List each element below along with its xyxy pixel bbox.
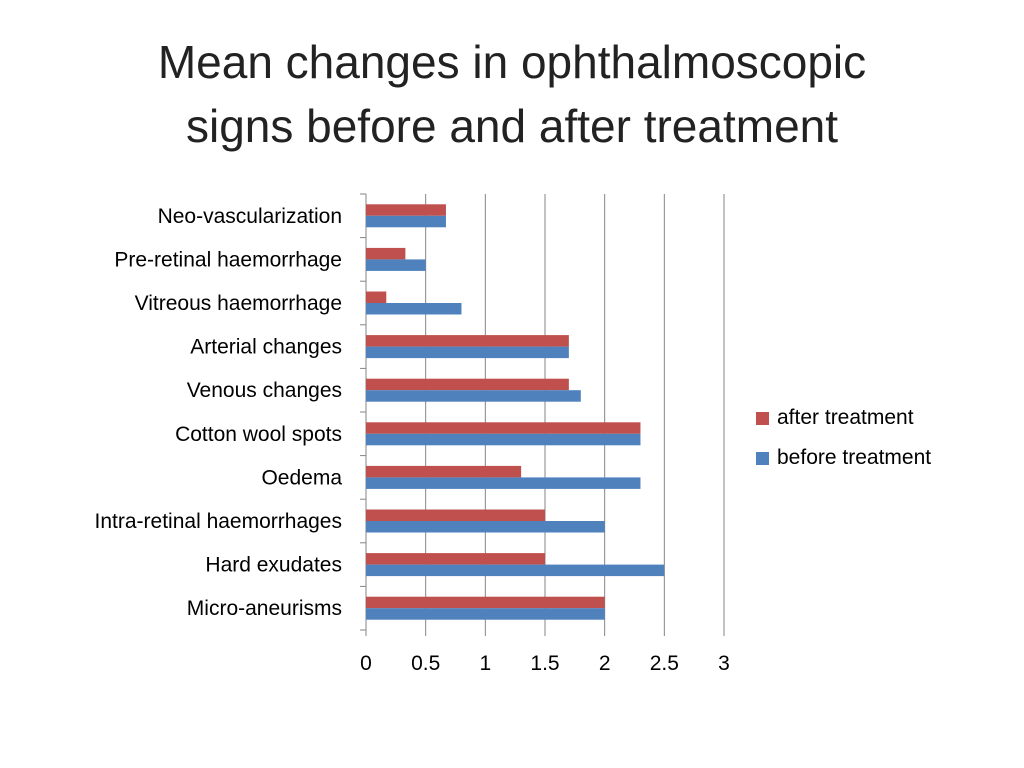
bar-before (366, 608, 605, 620)
bar-after (366, 553, 545, 565)
x-tick-label: 2 (599, 652, 611, 675)
category-label: Hard exudates (205, 554, 342, 577)
category-label: Cotton wool spots (175, 423, 342, 446)
x-tick-label: 3 (718, 652, 730, 675)
slide-title: Mean changes in ophthalmoscopic signs be… (0, 30, 1024, 158)
legend-item-before: before treatment (756, 438, 931, 478)
bar-after (366, 378, 569, 391)
x-tick-label: 1.5 (530, 652, 559, 675)
bar-before (366, 564, 665, 577)
bar-before (366, 259, 426, 271)
bar-after (366, 596, 605, 609)
chart-legend: after treatment before treatment (756, 398, 931, 478)
category-label: Vitreous haemorrhage (135, 292, 342, 315)
legend-label-after: after treatment (777, 406, 914, 429)
x-tick-label: 0.5 (411, 652, 440, 675)
bar-before (366, 477, 641, 489)
category-label: Intra-retinal haemorrhages (95, 510, 342, 533)
category-label: Micro-aneurisms (187, 597, 342, 620)
category-label: Venous changes (187, 379, 342, 402)
legend-label-before: before treatment (777, 446, 932, 469)
legend-swatch-before (756, 451, 769, 465)
category-label: Pre-retinal haemorrhage (114, 248, 342, 271)
title-line-2: signs before and after treatment (185, 100, 839, 152)
bar-after (366, 465, 522, 478)
bar-before (366, 433, 641, 446)
category-label: Neo-vascularization (158, 205, 342, 228)
bar-before (366, 390, 581, 402)
category-label: Oedema (261, 466, 342, 489)
bar-after (366, 204, 446, 216)
bar-after (366, 422, 641, 434)
bar-before (366, 215, 446, 228)
bar-after (366, 509, 545, 521)
x-tick-label: 2.5 (650, 652, 679, 675)
legend-item-after: after treatment (756, 398, 931, 438)
bar-before (366, 521, 605, 533)
legend-swatch-after (756, 411, 769, 425)
category-label: Arterial changes (190, 336, 342, 359)
x-tick-label: 1 (479, 652, 491, 675)
bar-before (366, 303, 462, 315)
bar-after (366, 247, 406, 260)
x-tick-label: 0 (360, 652, 372, 675)
bar-after (366, 335, 569, 347)
bar-after (366, 291, 387, 303)
bar-before (366, 346, 569, 359)
title-line-1: Mean changes in ophthalmoscopic (157, 36, 867, 88)
